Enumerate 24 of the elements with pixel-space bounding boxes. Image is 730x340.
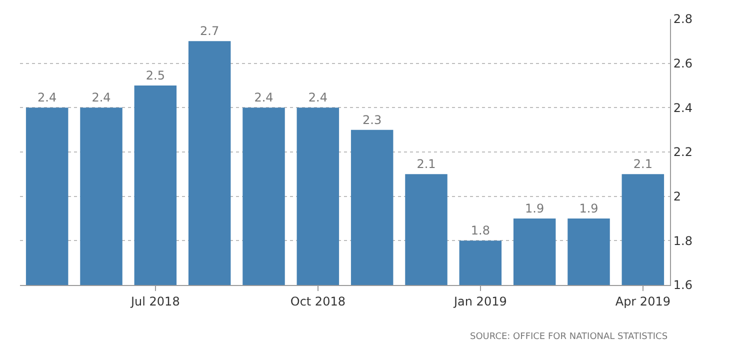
y-tick-label: 2: [673, 190, 682, 204]
y-tick-label: 2.4: [673, 100, 692, 115]
data-label: 1.9: [579, 202, 598, 216]
data-label: 2.4: [308, 90, 328, 105]
x-tick-label: Apr 2019: [615, 294, 670, 308]
data-label: 1.8: [470, 224, 490, 238]
y-tick-label: 2.2: [673, 145, 692, 160]
data-label: 2.1: [416, 157, 436, 172]
source-note: SOURCE: OFFICE FOR NATIONAL STATISTICS: [470, 332, 668, 340]
data-label: 2.7: [200, 24, 220, 38]
y-tick-label: 1.8: [673, 234, 692, 248]
x-tick-label: Jan 2019: [452, 294, 507, 308]
x-tick-label: Jul 2018: [130, 294, 180, 308]
data-label: 2.4: [38, 90, 57, 105]
data-label: 2.4: [92, 90, 111, 105]
y-tick-label: 1.6: [673, 278, 692, 292]
y-tick-label: 2.8: [673, 12, 692, 26]
data-label: 2.4: [254, 90, 274, 105]
y-tick-label: 2.6: [673, 56, 692, 71]
data-label: 1.9: [525, 202, 544, 216]
data-label: 2.1: [633, 157, 652, 172]
x-tick-label: Oct 2018: [290, 294, 346, 308]
data-label: 2.3: [362, 112, 382, 127]
data-label: 2.5: [146, 68, 165, 82]
